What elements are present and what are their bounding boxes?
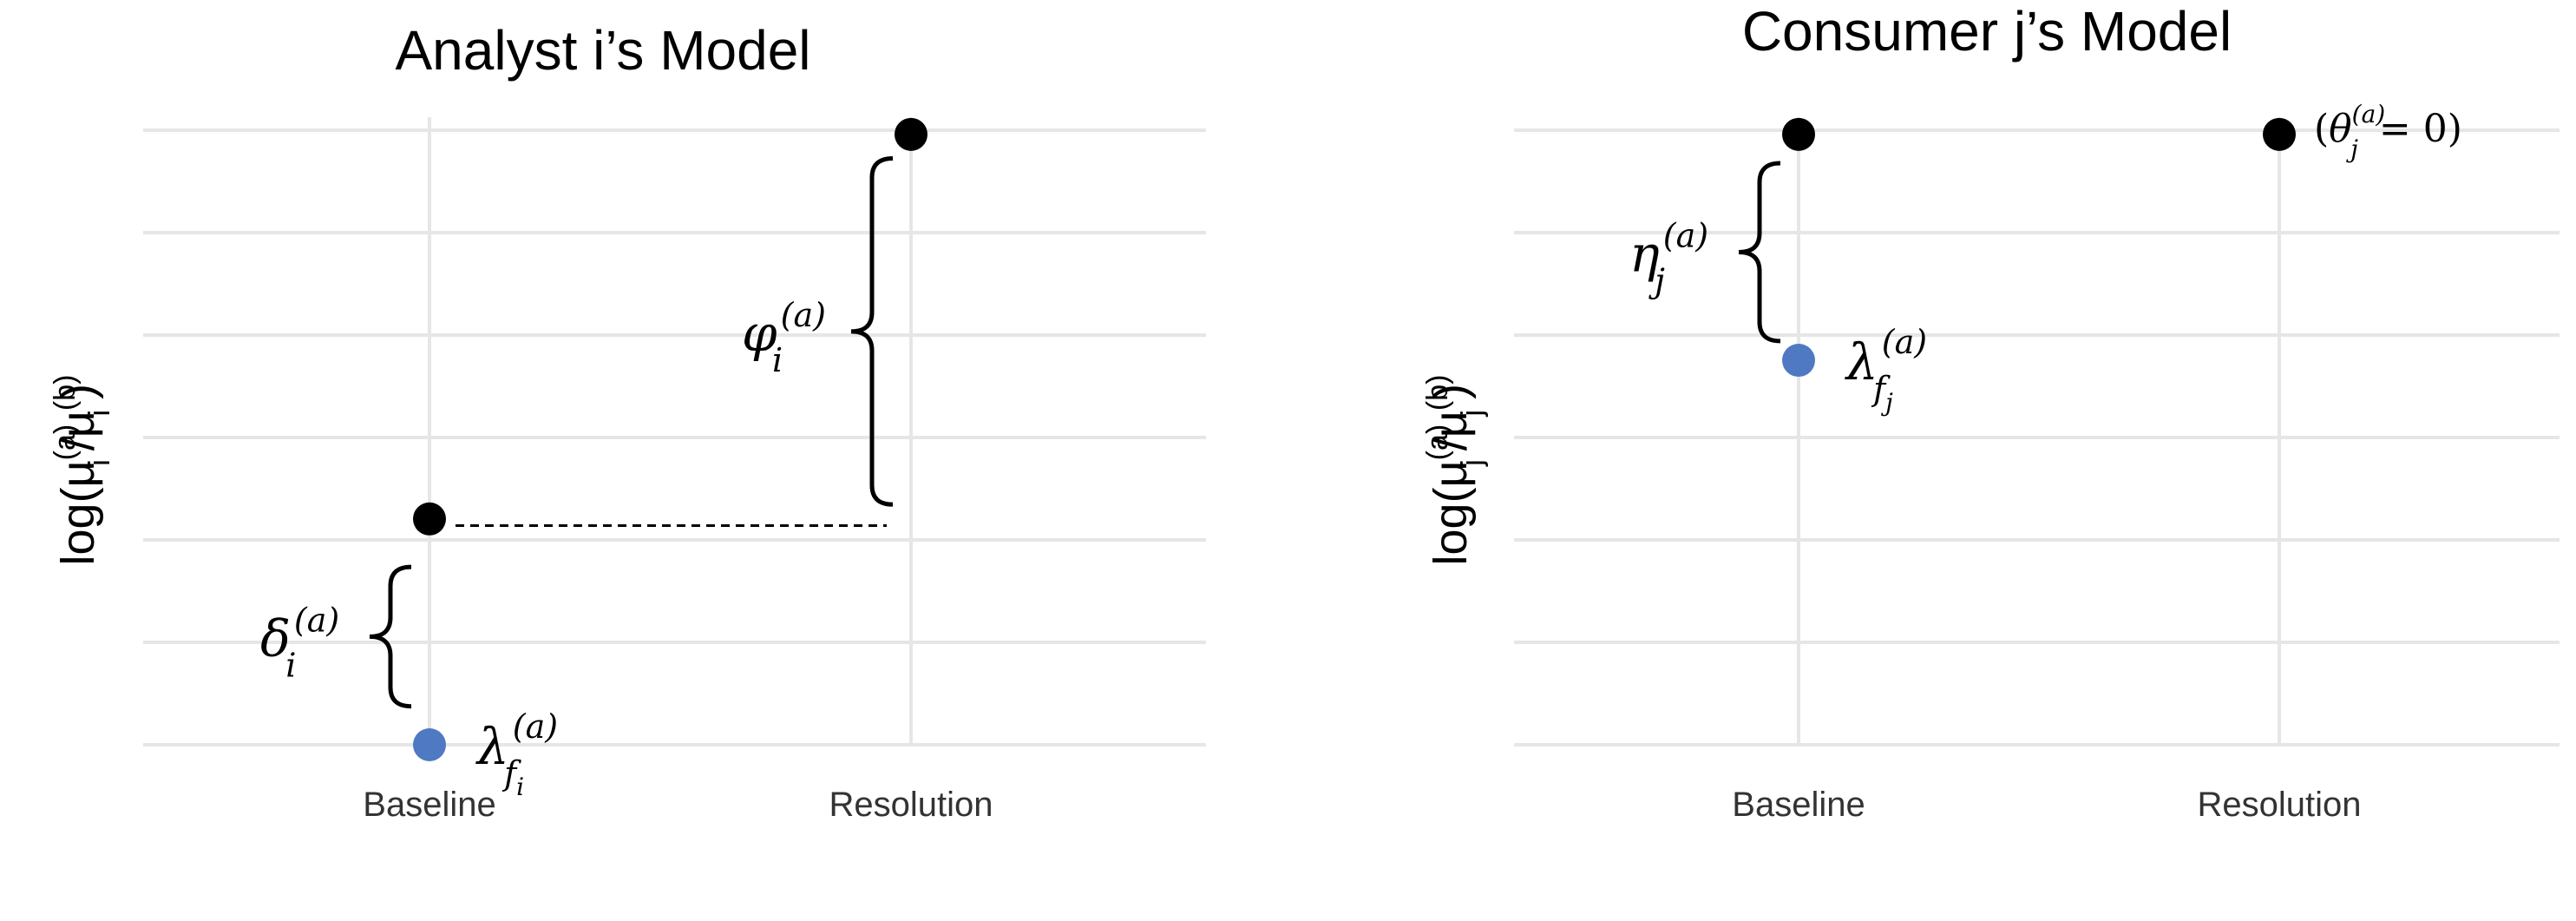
gridlines [1514,117,2560,747]
point-blue [1782,344,1815,378]
point-label: (θ(a) j = 0) [2314,100,2462,163]
data-points: λ (a) fi [413,117,927,801]
x-tick-label: Baseline [363,786,495,824]
panel-consumer: Consumer j’s Model Baseline Resolution η(… [1421,0,2560,824]
point-black [1782,117,1815,151]
annotations: δ (a) i φ (a) i [260,156,894,709]
y-axis-label: log(μ(a)j/μ(b)j) [1421,375,1489,566]
x-tick-labels: Baseline Resolution [1732,786,2361,824]
curly-brace [369,564,412,709]
curly-brace [850,156,894,507]
point-black [2263,117,2296,151]
panel-title: Consumer j’s Model [1742,0,2232,62]
annotations: η (a) j [1629,161,1781,344]
brace-label: δ (a) i [260,601,339,684]
x-tick-labels: Baseline Resolution [363,786,993,824]
x-tick-label: Resolution [2197,786,2361,824]
x-tick-label: Resolution [829,786,993,824]
panel-analyst: Analyst i’s Model Baseline Resolution δ (a… [49,19,1206,824]
point-black [413,502,446,536]
brace-label: φ (a) i [742,296,826,379]
data-points: λ (a) fj (θ(a) j = 0) [1782,100,2462,417]
curly-brace [1738,161,1781,344]
point-blue [413,728,446,761]
panel-title: Analyst i’s Model [395,19,810,82]
point-black [895,117,927,151]
x-tick-label: Baseline [1732,786,1865,824]
point-label: λ (a) fi [475,707,558,801]
point-label: λ (a) fj [1845,323,1927,417]
y-axis-label: log(μ(a)i/μ(b)i) [49,375,116,566]
gridlines [143,117,1206,747]
brace-label: η (a) j [1629,216,1708,299]
